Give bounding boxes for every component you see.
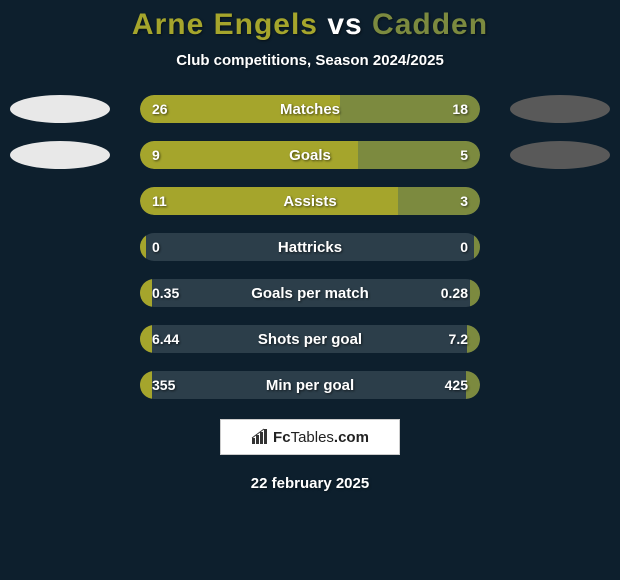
stat-label: Shots per goal <box>140 325 480 353</box>
date-text: 22 february 2025 <box>0 475 620 492</box>
bar-track: 113Assists <box>140 187 480 215</box>
bar-track: 6.447.2Shots per goal <box>140 325 480 353</box>
brand-text: FcTables.com <box>273 429 369 446</box>
stats-rows: 2618Matches 95Goals 113Assists 00Hattricks 0… <box>0 95 620 399</box>
stat-label: Matches <box>140 95 480 123</box>
vs-text: vs <box>327 8 362 41</box>
stat-label: Hattricks <box>140 233 480 261</box>
stat-label: Min per goal <box>140 371 480 399</box>
team-badge-left <box>10 141 110 169</box>
stat-label: Goals <box>140 141 480 169</box>
stat-label: Assists <box>140 187 480 215</box>
bar-track: 0.350.28Goals per match <box>140 279 480 307</box>
stat-row: 2618Matches <box>0 95 620 123</box>
stat-row: 355425Min per goal <box>0 371 620 399</box>
brand-tables: Tables <box>291 429 334 446</box>
subtitle: Club competitions, Season 2024/2025 <box>0 52 620 69</box>
brand-fc: Fc <box>273 429 291 446</box>
chart-container: Arne Engels vs Cadden Club competitions,… <box>0 0 620 580</box>
bar-track: 355425Min per goal <box>140 371 480 399</box>
stat-row: 95Goals <box>0 141 620 169</box>
team-badge-right <box>510 95 610 123</box>
bar-track: 95Goals <box>140 141 480 169</box>
bar-track: 00Hattricks <box>140 233 480 261</box>
player2-name: Cadden <box>372 8 488 41</box>
team-badge-left <box>10 95 110 123</box>
stat-label: Goals per match <box>140 279 480 307</box>
stat-row: 6.447.2Shots per goal <box>0 325 620 353</box>
brand-chart-icon <box>251 428 269 446</box>
stat-row: 0.350.28Goals per match <box>0 279 620 307</box>
page-title: Arne Engels vs Cadden <box>0 8 620 42</box>
brand-box[interactable]: FcTables.com <box>220 419 400 455</box>
stat-row: 113Assists <box>0 187 620 215</box>
brand-com: .com <box>334 429 369 446</box>
stat-row: 00Hattricks <box>0 233 620 261</box>
bar-track: 2618Matches <box>140 95 480 123</box>
team-badge-right <box>510 141 610 169</box>
player1-name: Arne Engels <box>132 8 318 41</box>
